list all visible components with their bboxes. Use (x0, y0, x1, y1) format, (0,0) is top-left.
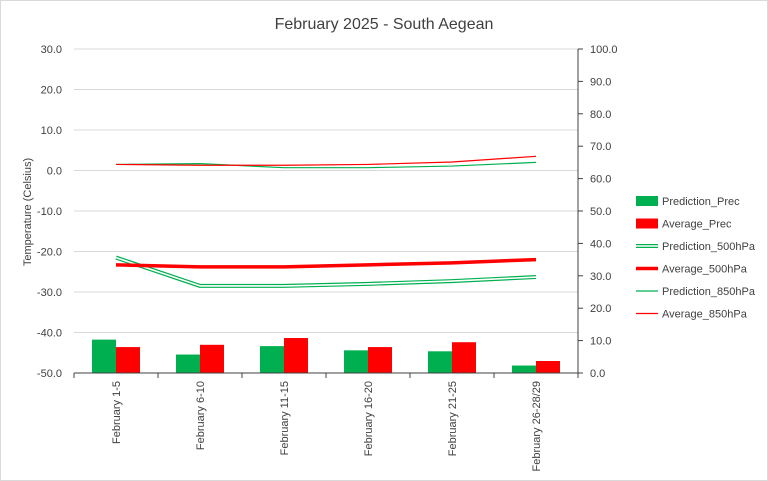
line-prediction-500hpa-inner (115, 256, 537, 287)
y-left-tick-label: -30.0 (37, 287, 62, 299)
gridlines (74, 48, 578, 333)
bar-prediction-prec (176, 354, 200, 373)
bar-average-prec (116, 347, 140, 373)
chart-title: February 2025 - South Aegean (275, 16, 494, 33)
y-left-tick-label: -50.0 (37, 368, 62, 380)
legend-swatch-average-prec (636, 218, 658, 229)
bar-average-prec (368, 347, 392, 373)
line-average-850hpa (115, 155, 537, 166)
legend-label-prediction-prec: Prediction_Prec (662, 196, 740, 208)
line-average-500hpa (115, 257, 537, 269)
y-right-tick-label: 10.0 (590, 336, 611, 348)
x-tick-label: February 21-25 (447, 381, 459, 456)
axes: 30.0 20.0 10.0 0.0 -10.0 -20.0 -30.0 -40.0 -50.0… (37, 44, 618, 472)
y-right-tick-label: 60.0 (590, 174, 611, 186)
x-tick-label: February 6-10 (195, 381, 207, 450)
y-left-tick-label: 20.0 (41, 85, 62, 97)
legend-label-average-850hpa: Average_850hPa (662, 309, 748, 321)
y-left-tick-label: -10.0 (37, 206, 62, 218)
bar-prediction-prec (512, 365, 536, 373)
y-right-tick-label: 90.0 (590, 76, 611, 88)
legend: Prediction_Prec Average_Prec Prediction_50… (636, 196, 756, 321)
legend-label-prediction-500hpa: Prediction_500hPa (662, 241, 756, 253)
y-right-tick-label: 40.0 (590, 238, 611, 250)
legend-label-average-prec: Average_Prec (662, 219, 732, 231)
y-right-tick-label: 100.0 (590, 44, 618, 56)
legend-label-average-500hpa: Average_500hPa (662, 264, 748, 276)
bar-average-prec (200, 344, 224, 373)
x-tick-label: February 1-5 (111, 381, 123, 444)
y-right-tick-label: 50.0 (590, 206, 611, 218)
legend-label-prediction-850hpa: Prediction_850hPa (662, 286, 756, 298)
y-right-tick-label: 70.0 (590, 141, 611, 153)
line-prediction-850hpa (115, 161, 537, 169)
y-axis-left-title: Temperature (Celsius) (22, 158, 34, 266)
x-tick-label: February 11-15 (279, 381, 291, 455)
bar-prediction-prec (344, 350, 368, 373)
x-tick-label: February 16-20 (363, 381, 375, 456)
bar-prediction-prec (428, 351, 452, 373)
y-left-tick-label: -20.0 (37, 247, 62, 259)
bar-prediction-prec (260, 346, 284, 373)
bar-average-prec (536, 361, 560, 373)
bar-average-prec (284, 338, 308, 373)
bar-prediction-prec (92, 339, 116, 373)
y-left-tick-label: -40.0 (37, 328, 62, 340)
y-left-tick-label: 0.0 (47, 166, 62, 178)
line-series-layer (115, 155, 537, 288)
y-left-tick-label: 10.0 (41, 125, 62, 137)
y-right-tick-label: 0.0 (590, 368, 605, 380)
y-left-tick-label: 30.0 (41, 44, 62, 56)
bar-average-prec (452, 342, 476, 373)
y-right-tick-label: 20.0 (590, 303, 611, 315)
x-tick-label: February 26-28/29 (531, 381, 543, 472)
y-right-tick-label: 30.0 (590, 271, 611, 283)
bar-series-layer (92, 338, 560, 373)
y-right-tick-label: 80.0 (590, 109, 611, 121)
legend-swatch-prediction-prec (636, 196, 658, 206)
